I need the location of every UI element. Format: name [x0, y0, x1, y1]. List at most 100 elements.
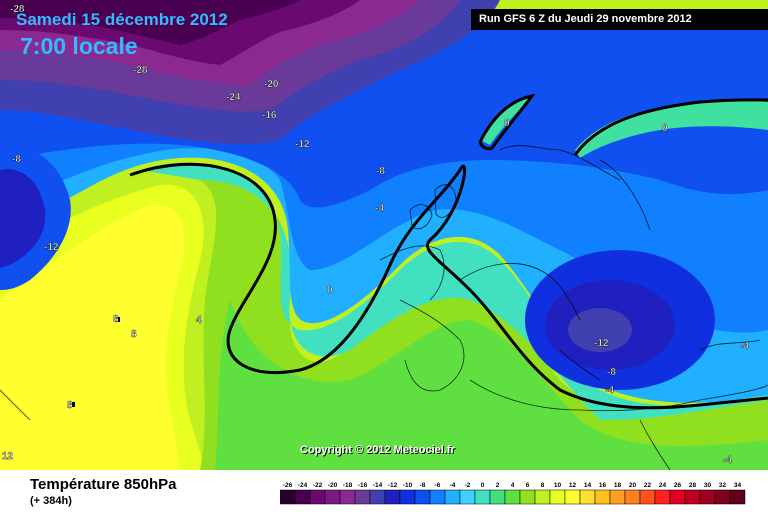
isotherm-label: -28 [10, 4, 25, 15]
variable-title: Température 850hPa [30, 476, 177, 493]
legend-swatch [294, 489, 311, 505]
legend-swatch [474, 489, 491, 505]
legend-value: 8 [541, 482, 545, 489]
isotherm-label: -8 [607, 367, 616, 378]
legend-swatch [729, 489, 746, 505]
legend-swatch [489, 489, 506, 505]
copyright: Copyright © 2012 Meteociel.fr [300, 444, 455, 456]
isotherm-zero-scandinavia [573, 98, 768, 156]
legend-value: 18 [614, 482, 622, 489]
isotherm-label: -4 [723, 455, 732, 466]
field-scandinavia-zero [575, 100, 768, 158]
field-cold-pool-core [568, 308, 632, 352]
legend-swatch [459, 489, 476, 505]
legend-swatch [309, 489, 326, 505]
run-info: Run GFS 6 Z du Jeudi 29 novembre 2012 [471, 9, 768, 30]
legend-value: 2 [496, 482, 500, 489]
legend-value: -14 [373, 482, 383, 489]
legend-value: 26 [674, 482, 682, 489]
field-zero [140, 162, 768, 420]
legend-swatch [549, 489, 566, 505]
legend-swatch [609, 489, 626, 505]
legend-value: 30 [704, 482, 712, 489]
isotherm-label: -12 [295, 139, 310, 150]
field-minus32 [0, 0, 300, 45]
legend-value: 16 [599, 482, 607, 489]
legend-value: -24 [298, 482, 308, 489]
temperature-map: -28 -28 -24 -20 -16 -12 -8 -12 -8 -4 0 0 0 4 8 8 8 12 -12 -… [0, 0, 768, 470]
legend-swatch [414, 489, 431, 505]
legend-swatch [654, 489, 671, 505]
legend-value: -20 [328, 482, 338, 489]
legend-swatch [369, 489, 386, 505]
isotherm-label: -16 [262, 110, 277, 121]
legend-swatch [280, 489, 296, 505]
legend-value: -18 [343, 482, 353, 489]
legend-swatch [384, 489, 401, 505]
color-legend: -26 -24 -22 -20 -18 -16 -14 -12 -10 -8 -6 -4 -2 0 2 4 6 8… [280, 482, 746, 505]
isotherm-label: -4 [740, 341, 749, 352]
legend-swatch [444, 489, 461, 505]
legend-swatch [504, 489, 521, 505]
footer-bar: Température 850hPa (+ 384h) -26 -24 -22 -20… [0, 470, 768, 512]
legend-value: 22 [644, 482, 652, 489]
isotherm-label: -8 [12, 154, 21, 165]
isotherm-label: 4 [196, 315, 202, 326]
legend-value: 4 [511, 482, 515, 489]
legend-value: -22 [313, 482, 323, 489]
isotherm-label: 8 [67, 400, 73, 411]
legend-value: -16 [358, 482, 368, 489]
field-plus4 [215, 300, 768, 470]
field-west-cold-inner [0, 169, 46, 268]
legend-swatch [699, 489, 716, 505]
legend-value: 24 [659, 482, 667, 489]
legend-swatch [354, 489, 371, 505]
legend-swatch [399, 489, 416, 505]
isotherm-label: -8 [376, 166, 385, 177]
legend-value: 34 [734, 482, 742, 489]
legend-swatch [684, 489, 701, 505]
legend-value: -10 [403, 482, 413, 489]
legend-value: -2 [465, 482, 471, 489]
legend-value: 12 [569, 482, 577, 489]
legend-swatch [564, 489, 581, 505]
legend-value: 20 [629, 482, 637, 489]
isotherm-label: 0 [504, 118, 510, 129]
isotherm-label: -12 [594, 338, 609, 349]
coastlines [0, 145, 768, 470]
forecast-time: 7:00 locale [20, 33, 138, 59]
legend-value: 0 [481, 482, 485, 489]
forecast-date: Samedi 15 décembre 2012 [16, 10, 228, 29]
legend-swatch [714, 489, 731, 505]
madeira-island [72, 402, 75, 407]
legend-swatch [594, 489, 611, 505]
isotherm-label: -28 [133, 65, 148, 76]
isotherm-label: -20 [264, 79, 279, 90]
isotherm-label: 8 [113, 314, 119, 325]
legend-swatch [639, 489, 656, 505]
isotherm-label: -12 [44, 242, 59, 253]
field-plus12 [0, 204, 185, 470]
legend-value: -26 [283, 482, 293, 489]
legend-value: 32 [719, 482, 727, 489]
legend-swatch [534, 489, 551, 505]
azores-island [117, 317, 120, 322]
legend-swatch [579, 489, 596, 505]
legend-swatch [669, 489, 686, 505]
legend-value: -4 [450, 482, 456, 489]
isotherm-zero-norway [478, 93, 536, 151]
legend-value: -12 [388, 482, 398, 489]
isotherm-label: -4 [605, 385, 614, 396]
isotherm-label: 0 [327, 285, 333, 296]
lead-time: (+ 384h) [30, 495, 72, 507]
legend-value: -6 [435, 482, 441, 489]
isotherm-label: 8 [131, 329, 137, 340]
legend-value: -8 [420, 482, 426, 489]
legend-swatch [519, 489, 536, 505]
isotherm-label: 0 [662, 123, 668, 134]
isotherm-label: 12 [2, 451, 14, 462]
field-norway-zero [480, 98, 530, 145]
legend-value: 6 [526, 482, 530, 489]
isotherm-label: -24 [226, 92, 241, 103]
legend-swatch [429, 489, 446, 505]
